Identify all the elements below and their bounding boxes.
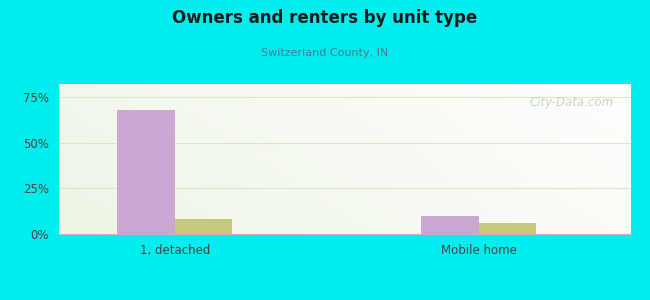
Bar (421, 216, 478, 234)
Bar (478, 223, 536, 234)
Text: Switzerland County, IN: Switzerland County, IN (261, 48, 389, 58)
Bar (118, 110, 175, 234)
Text: Owners and renters by unit type: Owners and renters by unit type (172, 9, 478, 27)
Text: City-Data.com: City-Data.com (529, 96, 614, 109)
Bar (175, 219, 232, 234)
Legend: Owner occupied units, Renter occupied units: Owner occupied units, Renter occupied un… (178, 299, 511, 300)
